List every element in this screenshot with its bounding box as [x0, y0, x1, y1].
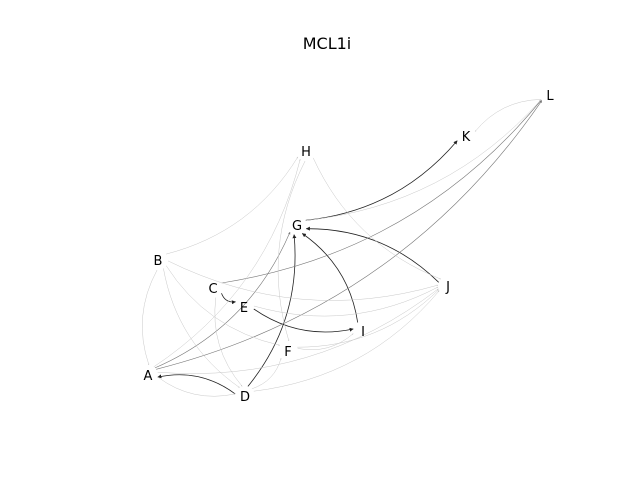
edge-D-F: [251, 358, 282, 390]
node-label-A: A: [144, 369, 153, 384]
node-label-D: D: [240, 390, 250, 405]
edge-C-E: [221, 293, 236, 305]
edge-A-H: [153, 159, 301, 368]
edge-A-L: [156, 100, 543, 370]
edge-A-G: [154, 231, 291, 369]
edge-G-K: [305, 140, 458, 221]
node-label-J: J: [445, 280, 450, 295]
diagram-title: MCL1i: [303, 34, 352, 53]
edge-F-J: [297, 289, 439, 348]
edge-B-H: [166, 156, 299, 255]
edge-B-D: [163, 268, 240, 388]
edge-E-J: [253, 286, 439, 317]
node-label-L: L: [546, 89, 554, 104]
node-label-H: H: [301, 145, 311, 160]
edge-A-J: [157, 288, 439, 374]
edge-H-F: [277, 160, 306, 342]
edge-A-D: [157, 376, 236, 397]
edge-C-L: [221, 99, 542, 284]
edge-B-A: [142, 269, 158, 366]
edge-B-F: [165, 265, 280, 346]
edge-E-I: [253, 308, 354, 333]
node-label-E: E: [240, 301, 248, 316]
edge-J-G: [305, 226, 439, 283]
edge-D-A: [157, 374, 236, 395]
node-label-F: F: [284, 345, 291, 360]
edge-F-I: [297, 333, 354, 351]
edge-C-D: [214, 297, 243, 387]
edge-B-J: [167, 260, 439, 301]
node-label-K: K: [462, 130, 471, 145]
edge-I-G: [301, 233, 359, 323]
node-label-I: I: [361, 325, 365, 340]
edge-D-J: [253, 290, 440, 392]
node-label-B: B: [154, 254, 163, 269]
edges-layer: [142, 99, 543, 397]
edge-H-J: [312, 157, 441, 280]
edge-L-K: [474, 99, 542, 132]
edge-G-L: [305, 99, 542, 221]
nodes-layer: A B C D E F G H I J K L: [144, 89, 555, 405]
edge-D-G: [247, 234, 297, 387]
node-label-G: G: [292, 219, 302, 234]
node-label-C: C: [208, 282, 217, 297]
